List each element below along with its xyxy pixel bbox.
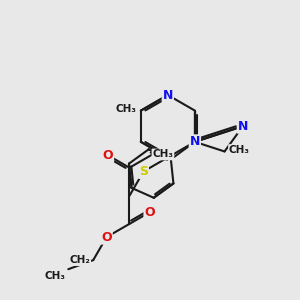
Text: CH₃: CH₃: [115, 104, 136, 114]
Text: O: O: [144, 206, 155, 219]
Text: N: N: [163, 88, 173, 101]
Text: N: N: [238, 120, 248, 133]
Text: S: S: [139, 165, 148, 178]
Text: O: O: [103, 149, 113, 162]
Text: CH₃: CH₃: [152, 149, 173, 159]
Text: CH₃: CH₃: [44, 271, 65, 281]
Text: N: N: [190, 135, 200, 148]
Text: CH₂: CH₂: [69, 255, 90, 265]
Text: O: O: [101, 231, 112, 244]
Text: CH₃: CH₃: [229, 145, 250, 155]
